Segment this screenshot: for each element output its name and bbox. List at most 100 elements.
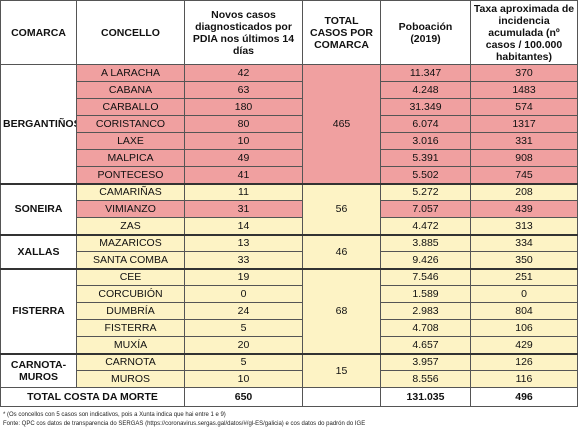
concello-cell: CAMARIÑAS	[76, 182, 185, 201]
table-row: CABANA 63 4.248 1483	[1, 81, 578, 99]
total-taxa: 496	[470, 387, 578, 407]
taxa-cell: 251	[470, 267, 578, 286]
taxa-cell: 1317	[470, 115, 578, 133]
total-row: TOTAL COSTA DA MORTE 650 131.035 496	[0, 387, 578, 407]
taxa-cell: 429	[470, 336, 578, 354]
table-row: MALPICA 49 5.391 908	[1, 149, 578, 167]
concello-cell: MUROS	[76, 370, 185, 388]
taxa-cell: 106	[470, 319, 578, 337]
table-row: MUROS 10 8.556 116	[1, 370, 578, 388]
poboacion-cell: 9.426	[380, 251, 471, 269]
header-taxa: Taxa aproximada de incidencia acumulada …	[470, 0, 578, 65]
table-row: DUMBRÍA 24 2.983 804	[1, 302, 578, 320]
table-row: CARBALLO 180 31.349 574	[1, 98, 578, 116]
concello-cell: CARNOTA	[76, 352, 185, 371]
taxa-cell: 745	[470, 166, 578, 184]
taxa-cell: 908	[470, 149, 578, 167]
header-row: COMARCA CONCELLO Novos casos diagnostica…	[0, 0, 578, 65]
table-row: MUXÍA 20 4.657 429	[1, 336, 578, 354]
concello-cell: FISTERRA	[76, 319, 185, 337]
concello-cell: ZAS	[76, 217, 185, 235]
comarca-cell: XALLAS	[0, 233, 77, 269]
casos-cell: 42	[184, 64, 303, 82]
poboacion-cell: 4.708	[380, 319, 471, 337]
poboacion-cell: 11.347	[380, 64, 471, 82]
total-empty	[302, 387, 381, 407]
comarca-cell: FISTERRA	[0, 267, 77, 354]
casos-cell: 0	[184, 285, 303, 303]
concello-cell: CEE	[76, 267, 185, 286]
poboacion-cell: 7.546	[380, 267, 471, 286]
table-row: CORCUBIÓN 0 1.589 0	[1, 285, 578, 303]
concello-cell: SANTA COMBA	[76, 251, 185, 269]
casos-cell: 180	[184, 98, 303, 116]
footnote-source: Fonte: QPC cos datos de transparencia do…	[3, 421, 366, 427]
incidence-table: COMARCA CONCELLO Novos casos diagnostica…	[0, 0, 578, 407]
concello-cell: CABANA	[76, 81, 185, 99]
taxa-cell: 1483	[470, 81, 578, 99]
poboacion-cell: 4.248	[380, 81, 471, 99]
total-label: TOTAL COSTA DA MORTE	[0, 387, 185, 407]
casos-cell: 63	[184, 81, 303, 99]
footnotes: * (Os concellos con 5 casos son indicati…	[3, 411, 365, 429]
taxa-cell: 331	[470, 132, 578, 150]
total-casos: 650	[184, 387, 303, 407]
concello-cell: MALPICA	[76, 149, 185, 167]
poboacion-cell: 4.657	[380, 336, 471, 354]
poboacion-cell: 5.391	[380, 149, 471, 167]
casos-cell: 41	[184, 166, 303, 184]
concello-cell: MUXÍA	[76, 336, 185, 354]
casos-cell: 5	[184, 319, 303, 337]
casos-cell: 80	[184, 115, 303, 133]
comarca-total-cell: 46	[302, 233, 381, 269]
taxa-cell: 208	[470, 182, 578, 201]
poboacion-cell: 5.502	[380, 166, 471, 184]
taxa-cell: 350	[470, 251, 578, 269]
table-row: SANTA COMBA 33 9.426 350	[1, 251, 578, 269]
table-row: BERGANTIÑOS A LARACHA 42 465 11.347 370	[0, 64, 578, 184]
concello-cell: CORISTANCO	[76, 115, 185, 133]
concello-cell: PONTECESO	[76, 166, 185, 184]
concello-cell: LAXE	[76, 132, 185, 150]
casos-cell: 5	[184, 352, 303, 371]
taxa-cell: 334	[470, 233, 578, 252]
concello-cell: DUMBRÍA	[76, 302, 185, 320]
concello-cell: A LARACHA	[76, 64, 185, 82]
table-row: CARNOTA- MUROS CARNOTA 5 15 3.957 126	[0, 352, 578, 388]
casos-cell: 31	[184, 200, 303, 218]
poboacion-cell: 4.472	[380, 217, 471, 235]
taxa-cell: 126	[470, 352, 578, 371]
header-concello: CONCELLO	[76, 0, 185, 65]
taxa-cell: 439	[470, 200, 578, 218]
poboacion-cell: 8.556	[380, 370, 471, 388]
header-total-comarca: TOTAL CASOS POR COMARCA	[302, 0, 381, 65]
table-row: XALLAS MAZARICOS 13 46 3.885 334	[0, 233, 578, 269]
casos-cell: 14	[184, 217, 303, 235]
poboacion-cell: 1.589	[380, 285, 471, 303]
casos-cell: 20	[184, 336, 303, 354]
table-row: PONTECESO 41 5.502 745	[1, 166, 578, 184]
casos-cell: 24	[184, 302, 303, 320]
poboacion-cell: 3.957	[380, 352, 471, 371]
table-row: LAXE 10 3.016 331	[1, 132, 578, 150]
comarca-total-cell: 15	[302, 352, 381, 388]
footnote-indicative: * (Os concellos con 5 casos son indicati…	[3, 412, 226, 418]
table-row: VIMIANZO 31 7.057 439	[1, 200, 578, 218]
casos-cell: 11	[184, 182, 303, 201]
taxa-cell: 804	[470, 302, 578, 320]
concello-cell: CARBALLO	[76, 98, 185, 116]
table-row: ZAS 14 4.472 313	[1, 217, 578, 235]
poboacion-cell: 3.885	[380, 233, 471, 252]
casos-cell: 19	[184, 267, 303, 286]
poboacion-cell: 31.349	[380, 98, 471, 116]
poboacion-cell: 3.016	[380, 132, 471, 150]
header-novos-casos: Novos casos diagnosticados por PDIA nos …	[184, 0, 303, 65]
poboacion-cell: 2.983	[380, 302, 471, 320]
concello-cell: MAZARICOS	[76, 233, 185, 252]
table-row: FISTERRA CEE 19 68 7.546 251	[0, 267, 578, 354]
casos-cell: 10	[184, 132, 303, 150]
comarca-total-cell: 56	[302, 182, 381, 235]
header-poboacion: Poboación (2019)	[380, 0, 471, 65]
total-poboacion: 131.035	[380, 387, 471, 407]
